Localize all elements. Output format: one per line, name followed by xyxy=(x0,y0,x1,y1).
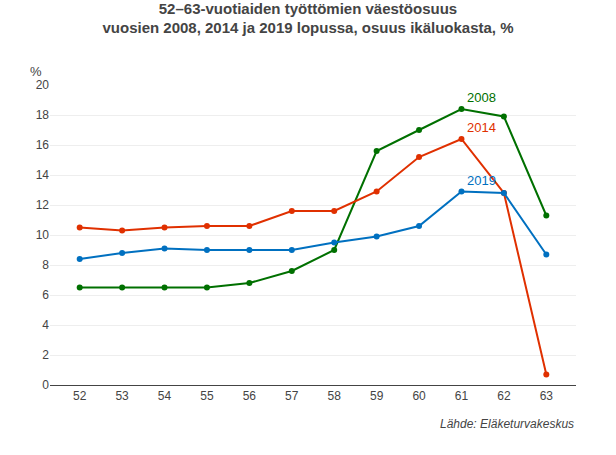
svg-text:4: 4 xyxy=(42,318,49,332)
svg-text:Lähde: Eläketurvakeskus: Lähde: Eläketurvakeskus xyxy=(440,417,574,431)
svg-text:8: 8 xyxy=(42,258,49,272)
svg-text:14: 14 xyxy=(36,168,50,182)
svg-text:59: 59 xyxy=(370,389,384,403)
svg-text:2008: 2008 xyxy=(467,90,496,105)
svg-text:%: % xyxy=(30,64,42,79)
svg-text:57: 57 xyxy=(285,389,299,403)
svg-text:52–63-vuotiaiden työttömien vä: 52–63-vuotiaiden työttömien väestöosuusv… xyxy=(102,0,513,36)
svg-text:54: 54 xyxy=(158,389,172,403)
svg-text:58: 58 xyxy=(328,389,342,403)
svg-text:16: 16 xyxy=(36,138,50,152)
svg-text:6: 6 xyxy=(42,288,49,302)
svg-text:20: 20 xyxy=(36,78,50,92)
svg-text:61: 61 xyxy=(455,389,469,403)
svg-text:2014: 2014 xyxy=(467,120,496,135)
svg-text:2: 2 xyxy=(42,348,49,362)
svg-text:56: 56 xyxy=(243,389,257,403)
svg-text:60: 60 xyxy=(412,389,426,403)
svg-text:63: 63 xyxy=(540,389,554,403)
svg-text:12: 12 xyxy=(36,198,50,212)
svg-text:55: 55 xyxy=(200,389,214,403)
svg-text:2019: 2019 xyxy=(467,173,496,188)
svg-text:62: 62 xyxy=(497,389,511,403)
svg-text:18: 18 xyxy=(36,108,50,122)
svg-text:10: 10 xyxy=(36,228,50,242)
svg-text:0: 0 xyxy=(42,378,49,392)
svg-text:53: 53 xyxy=(115,389,129,403)
svg-text:52: 52 xyxy=(73,389,87,403)
